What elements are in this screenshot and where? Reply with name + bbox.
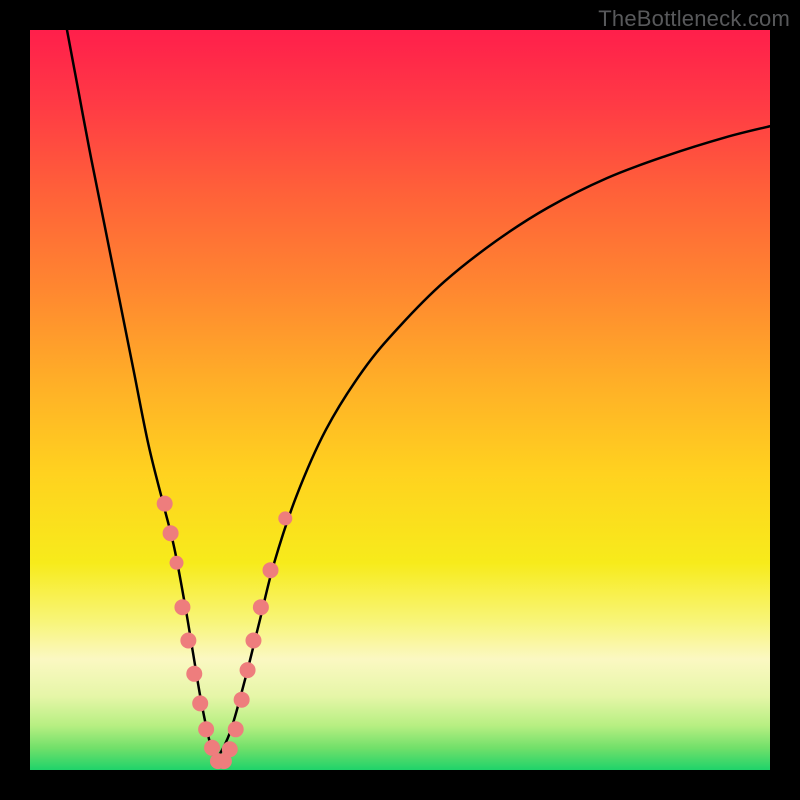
data-marker	[245, 633, 261, 649]
data-marker	[278, 511, 292, 525]
data-marker	[253, 599, 269, 615]
data-marker	[234, 692, 250, 708]
data-marker	[180, 633, 196, 649]
watermark-label: TheBottleneck.com	[598, 6, 790, 32]
data-marker	[174, 599, 190, 615]
data-marker	[170, 556, 184, 570]
data-marker	[198, 721, 214, 737]
data-marker	[186, 666, 202, 682]
data-marker	[157, 496, 173, 512]
data-marker	[192, 695, 208, 711]
gradient-background	[30, 30, 770, 770]
data-marker	[222, 741, 238, 757]
plot-area	[30, 30, 770, 770]
data-marker	[163, 525, 179, 541]
chart-svg	[30, 30, 770, 770]
chart-frame: TheBottleneck.com	[0, 0, 800, 800]
data-marker	[228, 721, 244, 737]
data-marker	[263, 562, 279, 578]
data-marker	[240, 662, 256, 678]
